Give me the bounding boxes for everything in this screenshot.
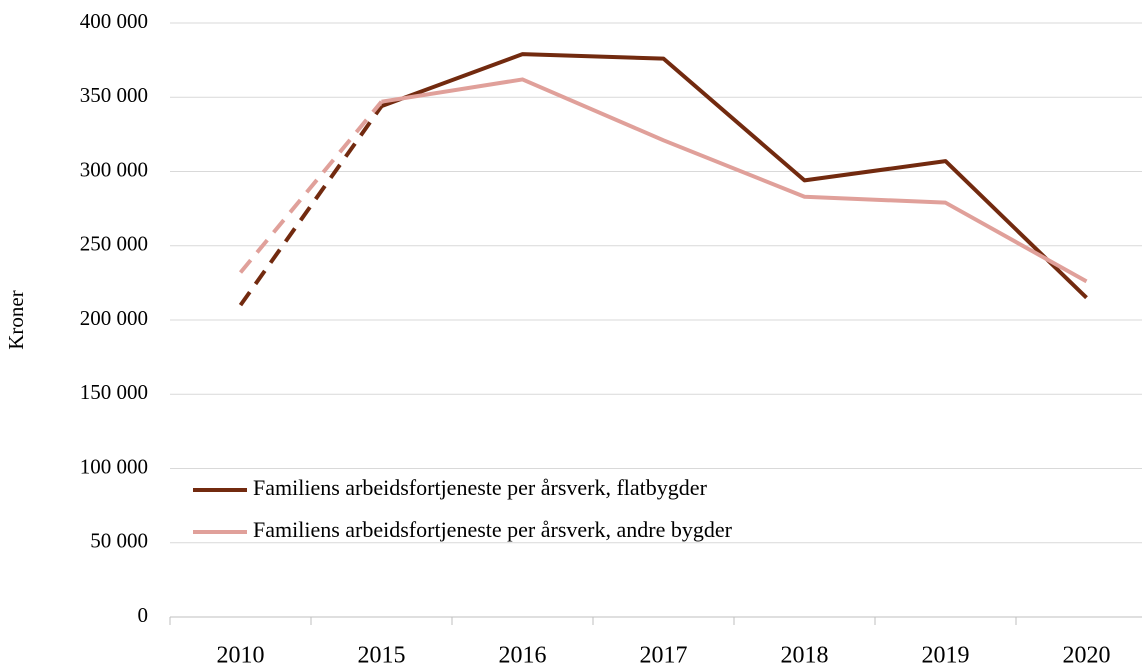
legend-label: Familiens arbeidsfortjeneste per årsverk… <box>253 517 733 542</box>
y-tick-label: 300 000 <box>80 157 148 181</box>
y-tick-label: 350 000 <box>80 83 148 107</box>
x-tick-label: 2016 <box>499 643 547 669</box>
x-tick-label: 2020 <box>1063 643 1111 669</box>
y-tick-label: 0 <box>138 603 149 627</box>
x-tick-label: 2018 <box>781 643 829 669</box>
series-line <box>238 105 384 307</box>
y-tick-label: 200 000 <box>80 306 148 330</box>
legend-label: Familiens arbeidsfortjeneste per årsverk… <box>253 475 708 500</box>
x-tick-label: 2017 <box>640 643 688 669</box>
y-tick-label: 150 000 <box>80 380 148 404</box>
series-line <box>380 52 1088 300</box>
y-tick-label: 100 000 <box>80 454 148 478</box>
y-tick-label: 400 000 <box>80 9 148 33</box>
y-axis-label: Kroner <box>4 290 28 349</box>
y-tick-label: 50 000 <box>90 529 148 553</box>
x-tick-label: 2019 <box>922 643 970 669</box>
x-tick-label: 2010 <box>217 643 265 669</box>
x-tick-label: 2015 <box>358 643 406 669</box>
y-tick-label: 250 000 <box>80 232 148 256</box>
series-line <box>238 100 384 274</box>
series-line <box>381 77 1088 284</box>
